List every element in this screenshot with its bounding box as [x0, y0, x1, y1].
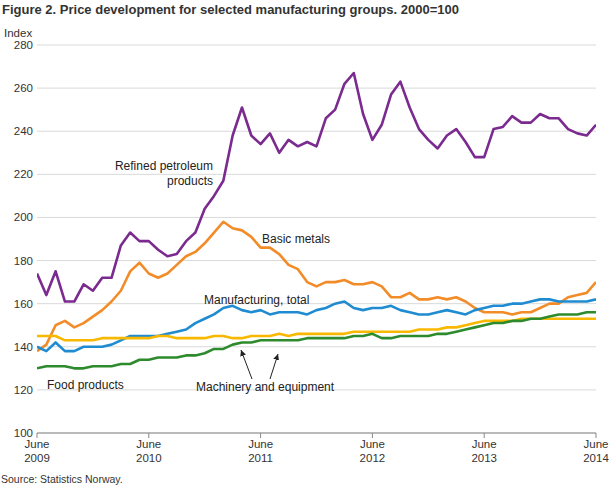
x-tick-label-line: June [472, 438, 497, 450]
x-axis [37, 433, 596, 434]
grid-line [37, 346, 596, 347]
series-label: Food products [47, 378, 124, 392]
y-tick-label: 240 [14, 125, 33, 137]
series-label-line: products [167, 174, 213, 188]
y-tick-label: 280 [14, 39, 33, 51]
chart: Figure 2. Price development for selected… [0, 0, 610, 488]
x-tick-label-line: June [360, 438, 385, 450]
series-line [37, 73, 596, 301]
x-tick-label-line: 2014 [583, 452, 609, 464]
grid-line [37, 45, 596, 46]
x-tick-label-line: June [25, 438, 50, 450]
series-label: Manufacturing, total [204, 293, 309, 307]
source: Source: Statistics Norway. [1, 473, 123, 485]
grid-line [37, 260, 596, 261]
x-tick-label-line: June [584, 438, 609, 450]
series-label: Machinery and equipment [196, 380, 335, 394]
y-tick-label: 260 [14, 82, 33, 94]
series-line [37, 312, 596, 368]
x-tick-label-line: June [136, 438, 161, 450]
series-line [37, 299, 596, 351]
x-tick-label-line: 2010 [136, 452, 162, 464]
y-tick-label: 120 [14, 384, 33, 396]
x-tick-label-line: 2009 [24, 452, 50, 464]
x-tick-label-line: June [248, 438, 273, 450]
y-tick-label: 140 [14, 341, 33, 353]
x-tick-label: June 2013 [471, 438, 497, 464]
grid-line [37, 174, 596, 175]
x-tick-label-line: 2012 [360, 452, 386, 464]
grid-line [37, 217, 596, 218]
x-tick-label-line: 2011 [248, 452, 273, 464]
y-tick-label: 160 [14, 298, 33, 310]
x-tick-label: June 2009 [24, 438, 50, 464]
title: Figure 2. Price development for selected… [2, 2, 459, 17]
series-label-line: Refined petroleum [115, 159, 213, 173]
series-label: Basic metals [262, 232, 330, 246]
y-tick-label: 220 [14, 168, 33, 180]
grid-line [37, 433, 596, 434]
series-label: Refined petroleumproducts [115, 159, 213, 188]
y-tick-label: 180 [14, 255, 33, 267]
x-tick-label: June 2014 [583, 438, 609, 464]
plot-area [37, 73, 596, 368]
arrow [241, 350, 252, 379]
grid-line [37, 88, 596, 89]
series-line [37, 222, 596, 351]
x-tick-label-line: 2013 [471, 452, 497, 464]
grid-line [37, 131, 596, 132]
x-tick-label: June 2011 [248, 438, 273, 464]
arrow [270, 354, 278, 379]
y-tick-label: 200 [14, 211, 33, 223]
y-label: Index [4, 27, 32, 39]
x-tick-label: June 2010 [136, 438, 162, 464]
x-tick-label: June 2012 [360, 438, 386, 464]
